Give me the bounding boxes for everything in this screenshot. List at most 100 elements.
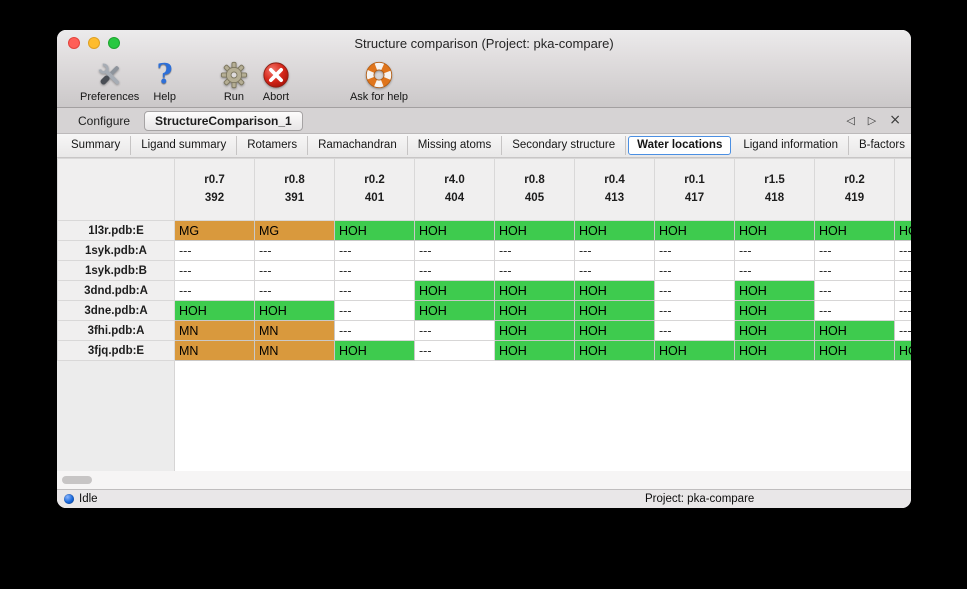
grid-cell[interactable]: HOH — [494, 320, 575, 341]
horizontal-scrollbar[interactable] — [57, 471, 911, 489]
grid-cell[interactable]: --- — [654, 240, 735, 261]
grid-cell[interactable]: HOH — [414, 220, 495, 241]
grid-cell[interactable]: HOH — [494, 340, 575, 361]
grid-cell[interactable]: MN — [254, 320, 335, 341]
grid-cell[interactable]: HOH — [814, 220, 895, 241]
column-header[interactable] — [894, 158, 911, 221]
grid-cell[interactable]: HOH — [814, 320, 895, 341]
help-button[interactable]: ? Help — [146, 59, 183, 103]
grid-cell[interactable]: --- — [414, 240, 495, 261]
grid-cell[interactable]: --- — [734, 240, 815, 261]
grid-cell[interactable]: --- — [894, 260, 911, 281]
grid-cell[interactable]: HOH — [574, 280, 655, 301]
grid-cell[interactable]: --- — [334, 240, 415, 261]
grid-cell[interactable]: HOH — [814, 340, 895, 361]
grid-cell[interactable]: --- — [174, 240, 255, 261]
tab-b-factors[interactable]: B-factors — [849, 136, 911, 156]
column-header[interactable]: r0.1 417 — [654, 158, 735, 221]
grid-cell[interactable]: --- — [814, 240, 895, 261]
grid-cell[interactable]: HOH — [734, 220, 815, 241]
row-header[interactable]: 1l3r.pdb:E — [57, 220, 175, 241]
grid-cell[interactable]: --- — [414, 320, 495, 341]
grid-cell[interactable]: --- — [654, 280, 735, 301]
run-button[interactable]: Run — [213, 59, 255, 103]
grid-cell[interactable]: --- — [334, 300, 415, 321]
grid-cell[interactable]: --- — [654, 260, 735, 281]
grid-cell[interactable]: HOH — [734, 300, 815, 321]
column-header[interactable]: r4.0 404 — [414, 158, 495, 221]
column-header[interactable]: r0.4 413 — [574, 158, 655, 221]
grid-cell[interactable]: HOH — [174, 300, 255, 321]
column-header[interactable]: r0.7 392 — [174, 158, 255, 221]
grid-cell[interactable]: MN — [174, 340, 255, 361]
grid-cell[interactable]: --- — [894, 240, 911, 261]
grid-cell[interactable]: HOH — [414, 280, 495, 301]
tab-missing-atoms[interactable]: Missing atoms — [408, 135, 503, 156]
grid-cell[interactable]: MG — [254, 220, 335, 241]
grid-cell[interactable]: --- — [574, 260, 655, 281]
grid-cell[interactable]: --- — [814, 300, 895, 321]
row-header[interactable]: 1syk.pdb:B — [57, 260, 175, 281]
grid-cell[interactable]: HOH — [494, 280, 575, 301]
tab-scroll-right-icon[interactable]: ▷ — [867, 114, 877, 127]
tab-water-locations[interactable]: Water locations — [628, 135, 732, 156]
grid-cell[interactable]: --- — [334, 320, 415, 341]
row-header[interactable]: 3fjq.pdb:E — [57, 340, 175, 361]
grid-cell[interactable]: --- — [654, 300, 735, 321]
grid-cell[interactable]: HOH — [654, 340, 735, 361]
row-header[interactable]: 3fhi.pdb:A — [57, 320, 175, 341]
grid-cell[interactable]: --- — [254, 240, 335, 261]
grid-cell[interactable]: HOH — [574, 220, 655, 241]
grid-cell[interactable]: MN — [254, 340, 335, 361]
grid-cell[interactable]: --- — [254, 280, 335, 301]
grid-cell[interactable]: HOH — [334, 220, 415, 241]
scrollbar-thumb[interactable] — [62, 476, 92, 484]
grid-cell[interactable]: HOH — [574, 320, 655, 341]
grid-cell[interactable]: HOH — [254, 300, 335, 321]
grid-cell[interactable]: --- — [894, 300, 911, 321]
minimize-window-button[interactable] — [88, 37, 100, 49]
grid-cell[interactable]: --- — [814, 280, 895, 301]
tab-ramachandran[interactable]: Ramachandran — [308, 135, 408, 156]
abort-button[interactable]: Abort — [255, 59, 297, 103]
grid-cell[interactable]: --- — [494, 260, 575, 281]
close-window-button[interactable] — [68, 37, 80, 49]
column-header[interactable]: r0.2 419 — [814, 158, 895, 221]
grid-cell[interactable]: --- — [174, 280, 255, 301]
tab-ligand-summary[interactable]: Ligand summary — [131, 135, 238, 156]
grid-cell[interactable]: --- — [894, 320, 911, 341]
column-header[interactable]: r0.8 391 — [254, 158, 335, 221]
grid-cell[interactable]: --- — [654, 320, 735, 341]
grid-cell[interactable]: HOH — [894, 220, 911, 241]
grid-cell[interactable]: HOH — [574, 340, 655, 361]
grid-cell[interactable]: --- — [814, 260, 895, 281]
preferences-button[interactable]: Preferences — [73, 59, 146, 103]
column-header[interactable]: r1.5 418 — [734, 158, 815, 221]
grid-cell[interactable]: HOH — [734, 340, 815, 361]
tab-close-icon[interactable]: × — [889, 112, 901, 128]
grid-cell[interactable]: HOH — [414, 300, 495, 321]
grid-cell[interactable]: --- — [254, 260, 335, 281]
ask-for-help-button[interactable]: Ask for help — [343, 59, 415, 103]
tab-rotamers[interactable]: Rotamers — [237, 135, 309, 156]
grid-cell[interactable]: --- — [174, 260, 255, 281]
grid-cell[interactable]: HOH — [574, 300, 655, 321]
column-header[interactable]: r0.8 405 — [494, 158, 575, 221]
grid-cell[interactable]: HOH — [494, 220, 575, 241]
tab-configure[interactable]: Configure — [78, 113, 131, 128]
grid-cell[interactable]: --- — [494, 240, 575, 261]
grid-cell[interactable]: HOH — [894, 340, 911, 361]
row-header[interactable]: 3dne.pdb:A — [57, 300, 175, 321]
grid-cell[interactable]: --- — [734, 260, 815, 281]
grid-cell[interactable]: --- — [574, 240, 655, 261]
grid-cell[interactable]: MN — [174, 320, 255, 341]
grid-cell[interactable]: HOH — [334, 340, 415, 361]
tab-summary[interactable]: Summary — [61, 135, 132, 156]
grid-cell[interactable]: HOH — [494, 300, 575, 321]
row-header[interactable]: 3dnd.pdb:A — [57, 280, 175, 301]
tab-ligand-information[interactable]: Ligand information — [733, 135, 849, 156]
column-header[interactable]: r0.2 401 — [334, 158, 415, 221]
zoom-window-button[interactable] — [108, 37, 120, 49]
grid-cell[interactable]: HOH — [734, 320, 815, 341]
grid-cell[interactable]: HOH — [654, 220, 735, 241]
